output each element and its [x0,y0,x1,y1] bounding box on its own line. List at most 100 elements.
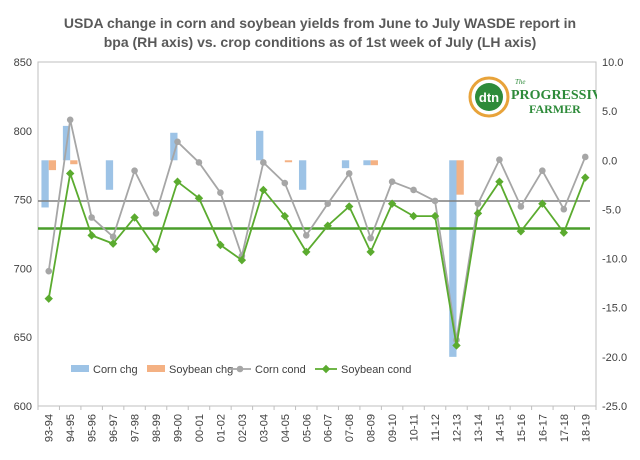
soybean-cond-point [65,169,75,178]
soybean-cond-point [344,202,354,211]
soybean-cond-point [130,213,139,222]
right-axis-tick-label: 10.0 [602,57,623,69]
left-axis-tick-label: 800 [14,126,32,138]
x-axis-tick-label: 05-06 [301,414,313,442]
corn-chg-bar [105,160,114,190]
left-axis-tick-label: 600 [14,401,32,413]
soybean-cond-point [473,209,483,218]
corn-cond-point [345,170,353,177]
corn-chg-bar [256,130,264,161]
soybean-cond-point [259,185,268,195]
soybean-cond-point [237,255,247,265]
x-axis-tick-label: 08-09 [366,414,378,442]
x-axis-tick-label: 99-00 [173,414,185,442]
corn-cond-point [560,205,568,213]
corn-cond-point [281,179,289,187]
corn-cond-point [367,234,374,242]
x-axis-tick-label: 04-05 [280,414,292,442]
corn-cond-point [517,203,525,210]
legend-marker-soybean-cond [321,364,331,374]
soybean-cond-point [194,194,204,203]
corn-cond-point [195,159,203,166]
corn-cond-point [302,232,310,239]
soybean-cond-point [430,211,440,221]
soybean-cond-line [47,173,587,346]
x-axis-tick-label: 14-15 [494,414,506,442]
dtn-progressive-farmer-logo: dtn The PROGRESSIVE FARMER [468,76,597,118]
soybean-chg-bar [370,160,378,166]
x-axis-tick-label: 11-12 [430,414,442,441]
corn-cond-point [324,200,332,208]
corn-cond-point [66,116,74,124]
logo-monogram: dtn [479,90,499,105]
x-axis-tick-label: 09-10 [387,414,399,442]
corn-cond-point [152,210,160,217]
x-axis-tick-label: 03-04 [258,414,270,442]
corn-cond-point [388,178,396,186]
legend-swatch-corn-chg [71,365,89,372]
corn-cond-point [260,159,267,166]
x-axis-tick-label: 95-96 [87,414,99,442]
x-axis-tick-label: 17-18 [559,414,571,442]
soybean-chg-bar [70,160,78,165]
x-axis-tick-label: 97-98 [130,414,142,442]
x-axis-tick-label: 02-03 [237,414,249,442]
corn-chg-bar [41,160,49,208]
chart-title-line-2: bpa (RH axis) vs. crop conditions as of … [103,34,537,50]
right-axis-tick-label: -15.0 [602,303,627,315]
legend-swatch-soybean-chg [147,365,165,372]
soybean-cond-point [280,211,290,221]
chart-title-line-1: USDA change in corn and soybean yields f… [63,15,577,31]
soybean-chg-bar [48,160,57,171]
x-axis-tick-label: 13-14 [473,414,485,442]
corn-cond-point [131,167,138,175]
x-axis-tick-label: 94-95 [65,414,77,442]
right-axis-tick-label: -5.0 [602,204,621,216]
soybean-cond-point [495,177,504,186]
soybean-cond-point [387,199,397,208]
x-axis-tick-label: 98-99 [151,414,163,442]
left-axis-tick-label: 700 [14,263,32,275]
legend-marker-corn-cond [236,365,244,373]
soybean-cond-point [323,221,332,230]
soybean-cond-point [538,199,547,208]
soybean-chg-bar [456,160,464,195]
soybean-cond-point [452,341,461,350]
soybean-cond-point [173,177,182,186]
legend-label-corn-chg: Corn chg [93,364,138,376]
right-axis-tick-label: 0.0 [602,155,617,167]
corn-chg-bar [298,160,307,190]
soybean-cond-point [87,231,96,240]
corn-cond-point [431,197,439,205]
soybean-cond-point [302,247,311,257]
soybean-cond-point [44,294,53,303]
corn-cond-point [174,138,181,146]
soybean-cond-point [409,211,418,221]
chart-title: USDA change in corn and soybean yields f… [0,14,640,52]
corn-chg-bar [341,160,350,169]
x-axis-tick-label: 15-16 [516,414,528,442]
soybean-chg-bar [284,160,293,163]
soybean-cond-point [108,239,118,248]
left-axis-tick-label: 850 [14,57,32,69]
soybean-cond-point [366,247,375,257]
corn-chg-bar [363,160,371,166]
corn-cond-point [474,200,482,208]
legend-label-soybean-chg: Soybean chg [169,364,233,376]
soybean-cond-point [516,227,526,236]
corn-cond-line [47,119,587,341]
x-axis-tick-label: 10-11 [409,414,421,441]
left-axis-tick-label: 750 [14,195,32,207]
soybean-cond-point [581,173,590,182]
corn-chg-bar [449,160,457,357]
logo-prefix: The [515,78,526,86]
soybean-cond-point [216,240,225,250]
corn-cond-point [45,267,53,275]
x-axis-tick-label: 12-13 [452,414,464,442]
legend-label-soybean-cond: Soybean cond [341,364,411,376]
right-axis-tick-label: -20.0 [602,352,627,364]
corn-cond-point [496,156,503,163]
right-axis-tick-label: -10.0 [602,254,627,266]
